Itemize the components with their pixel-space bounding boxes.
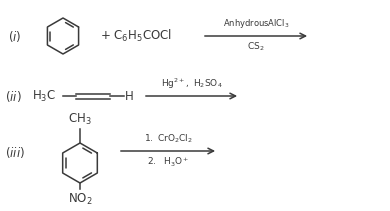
Text: $\mathregular{AnhydrousAlCl_3}$: $\mathregular{AnhydrousAlCl_3}$ [223,18,289,31]
Text: $(iii)$: $(iii)$ [5,146,25,161]
Text: $\mathregular{NO_2}$: $\mathregular{NO_2}$ [68,191,92,207]
Text: $+\ \mathregular{C_6H_5COCl}$: $+\ \mathregular{C_6H_5COCl}$ [100,28,172,44]
Text: $\mathregular{CH_3}$: $\mathregular{CH_3}$ [68,111,92,127]
Text: $\mathregular{CS_2}$: $\mathregular{CS_2}$ [247,41,265,53]
Text: $\mathregular{1.\ CrO_2Cl_2}$: $\mathregular{1.\ CrO_2Cl_2}$ [144,133,193,145]
Text: $\mathregular{2.\ \ H_3O^+}$: $\mathregular{2.\ \ H_3O^+}$ [147,155,189,169]
Text: $(i)$: $(i)$ [8,28,21,43]
Text: $\mathregular{H}$: $\mathregular{H}$ [124,89,134,103]
Text: $\mathregular{Hg^{2+},\ H_2SO_4}$: $\mathregular{Hg^{2+},\ H_2SO_4}$ [161,77,222,91]
Text: $\mathregular{H_3C}$: $\mathregular{H_3C}$ [32,88,56,104]
Text: $(ii)$: $(ii)$ [5,88,22,104]
